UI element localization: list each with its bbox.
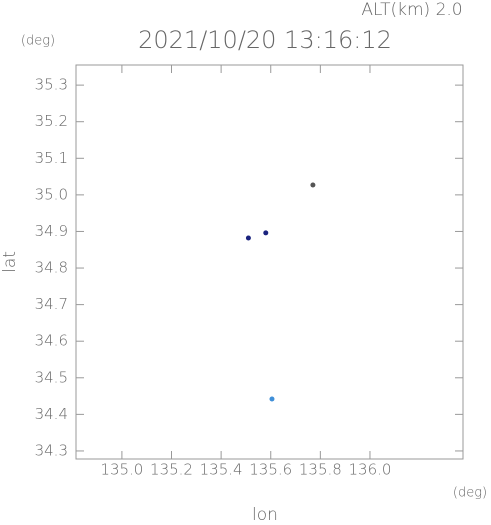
y-axis-label: lat bbox=[0, 251, 20, 273]
x-tick-label: 135.0 bbox=[100, 461, 143, 479]
y-tick-label: 34.9 bbox=[35, 222, 68, 240]
x-tick-label: 135.4 bbox=[200, 461, 243, 479]
y-tick-label: 34.4 bbox=[35, 405, 68, 423]
plot-frame bbox=[75, 64, 464, 460]
point bbox=[269, 396, 275, 402]
y-tick-label: 35.3 bbox=[35, 76, 68, 94]
y-tick-label: 34.6 bbox=[35, 332, 68, 350]
y-tick-label: 35.2 bbox=[35, 112, 68, 130]
point bbox=[263, 230, 269, 236]
x-tick-label: 135.6 bbox=[249, 461, 292, 479]
y-tick-label: 34.5 bbox=[35, 368, 68, 386]
point bbox=[310, 182, 316, 188]
annotation: ALT(km) 2.0 bbox=[361, 0, 462, 20]
point bbox=[245, 235, 251, 241]
x-axis-label: lon bbox=[252, 505, 278, 521]
y-tick-label: 34.7 bbox=[35, 295, 68, 313]
x-tick-label: 136.0 bbox=[348, 461, 391, 479]
y-tick-label: 34.3 bbox=[35, 441, 68, 459]
chart-title: 2021/10/20 13:16:12 bbox=[138, 26, 392, 54]
x-tick-label: 135.8 bbox=[299, 461, 342, 479]
y-tick-label: 35.1 bbox=[35, 149, 68, 167]
x-unit: (deg) bbox=[453, 486, 487, 501]
y-tick-label: 34.8 bbox=[35, 259, 68, 277]
x-tick-label: 135.2 bbox=[150, 461, 193, 479]
y-tick-label: 35.0 bbox=[35, 185, 68, 203]
y-unit: (deg) bbox=[21, 34, 55, 49]
